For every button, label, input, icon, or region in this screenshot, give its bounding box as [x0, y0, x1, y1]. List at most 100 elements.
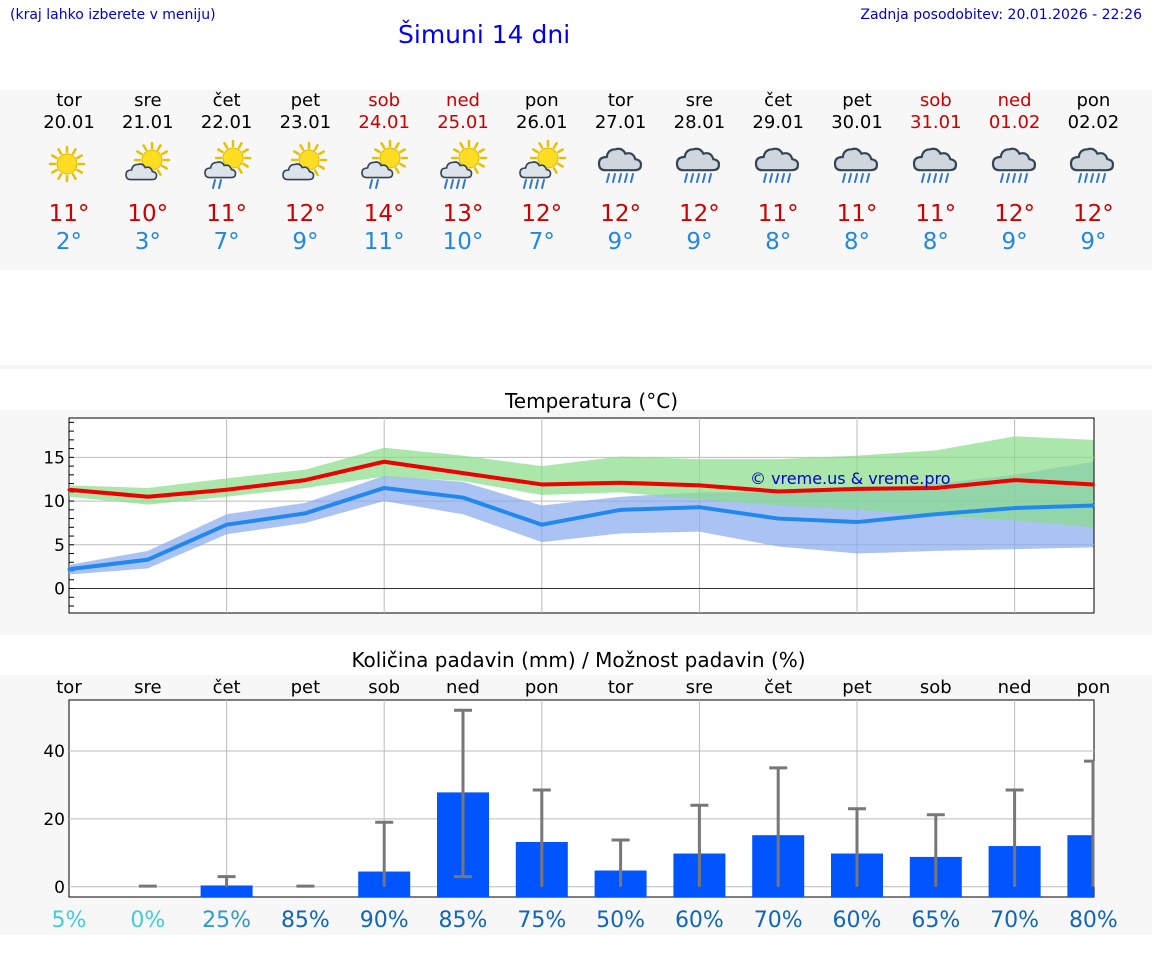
cloud-shape [203, 161, 236, 179]
min-temp-line-point [776, 517, 780, 521]
day-column: sre 21.01 10° 3° [108, 90, 188, 256]
day-column: pet 23.01 12° 9° [265, 90, 345, 256]
sun-ray [241, 162, 249, 168]
sun-ray [71, 148, 77, 155]
sun-ray [473, 142, 479, 149]
day-column: tor 20.01 11° 2° [29, 90, 109, 256]
temp-min: 3° [134, 229, 161, 255]
rain-drop [854, 173, 858, 183]
rain-drop [932, 173, 937, 183]
rain-drop [1096, 173, 1101, 183]
weather-icon [518, 139, 567, 189]
max-temp-line-point [225, 488, 229, 492]
day-date: 28.01 [673, 112, 726, 133]
sun-ray [459, 142, 465, 149]
temp-max: 12° [600, 201, 641, 227]
weather-icon [361, 139, 409, 189]
weather-icon [440, 139, 488, 189]
precip-chart-title: Količina padavin (mm) / Možnost padavin … [351, 648, 805, 672]
rain-drops [920, 173, 949, 183]
rain-drop [528, 179, 533, 189]
rain-drop [462, 179, 466, 189]
cloud-shape [991, 147, 1036, 172]
day-date: 27.01 [594, 112, 647, 133]
cloud-shape [440, 161, 473, 179]
y-tick-label: 0 [54, 878, 65, 898]
sun-disc [56, 153, 78, 175]
region-menu-hint[interactable]: (kraj lahko izberete v meniju) [10, 7, 216, 23]
day-column: čet 29.01 11° 8° [738, 90, 818, 256]
rain-drop [708, 173, 713, 183]
temp-max: 10° [127, 201, 169, 227]
rain-cloud-icon [912, 147, 957, 183]
weather-icon [1070, 147, 1115, 183]
max-temp-line-point [1013, 478, 1017, 482]
day-name: ned [446, 90, 480, 111]
precip-probability: 25% [202, 908, 251, 933]
cloud-shape [912, 147, 957, 172]
precip-probability: 70% [990, 908, 1039, 933]
day-name: pet [290, 90, 321, 111]
last-update: Zadnja posodobitev: 20.01.2026 - 22:26 [860, 7, 1142, 23]
min-temp-line-point [1091, 503, 1095, 507]
day-column: pon 02.02 12° 9° [1053, 90, 1133, 256]
x-tick-label: ned [998, 677, 1032, 698]
day-date: 22.01 [200, 112, 253, 133]
cloud-shape [1070, 147, 1115, 172]
temp-max: 12° [994, 201, 1035, 227]
sun-ray [453, 148, 460, 154]
rain-drop [605, 173, 610, 183]
weather-icon [597, 147, 642, 183]
sun-ray [394, 142, 400, 149]
rain-drop [540, 179, 545, 189]
min-temp-line-point [67, 567, 71, 571]
sun-ray [380, 142, 386, 149]
min-temp-line-point [1013, 506, 1017, 510]
rain-drop [522, 179, 527, 189]
partly-cloudy-icon [124, 141, 171, 181]
rain-drop [866, 173, 870, 183]
sun-ray [241, 148, 249, 154]
max-temp-line-point [934, 486, 938, 490]
day-name: sre [685, 90, 714, 111]
day-date: 30.01 [831, 112, 883, 133]
sun-ray [394, 167, 400, 174]
cloud-shape [676, 147, 721, 172]
rain-cloud-icon [597, 147, 642, 183]
x-tick-label: pet [291, 677, 321, 698]
day-column: ned 25.01 13° 10° [423, 90, 503, 256]
rain-drop [860, 173, 864, 183]
precip-probability: 60% [675, 908, 724, 933]
precip-probability: 5% [52, 908, 87, 933]
day-date: 24.01 [358, 112, 410, 133]
max-temp-line-point [619, 481, 623, 485]
day-date: 20.01 [43, 112, 95, 133]
sun-ray [314, 169, 320, 176]
temp-max: 11° [915, 201, 957, 227]
y-tick-label: 40 [43, 742, 65, 762]
cloud [833, 147, 879, 172]
day-date: 31.01 [910, 112, 962, 133]
sun-ray [216, 148, 224, 154]
sun-disc [222, 147, 244, 169]
temp-min: 7° [528, 229, 555, 255]
cloud-shape [597, 147, 642, 172]
weather-icon [676, 147, 721, 183]
sun-ray [318, 150, 326, 156]
x-tick-label: sre [134, 677, 161, 698]
sun-ray [314, 144, 320, 151]
temp-min: 9° [686, 229, 713, 255]
cloud [597, 147, 642, 172]
sun-ray [51, 154, 58, 160]
cloud [1070, 147, 1115, 172]
min-temp-line-point [540, 523, 544, 527]
day-date: 02.02 [1067, 112, 1120, 133]
sun-ray [237, 142, 243, 149]
day-date: 21.01 [122, 112, 174, 133]
day-name: sre [134, 90, 162, 111]
weather-icon [48, 145, 86, 183]
day-column: sre 28.01 12° 9° [659, 90, 739, 256]
temp-min: 11° [363, 229, 405, 255]
temp-min: 2° [55, 229, 83, 255]
